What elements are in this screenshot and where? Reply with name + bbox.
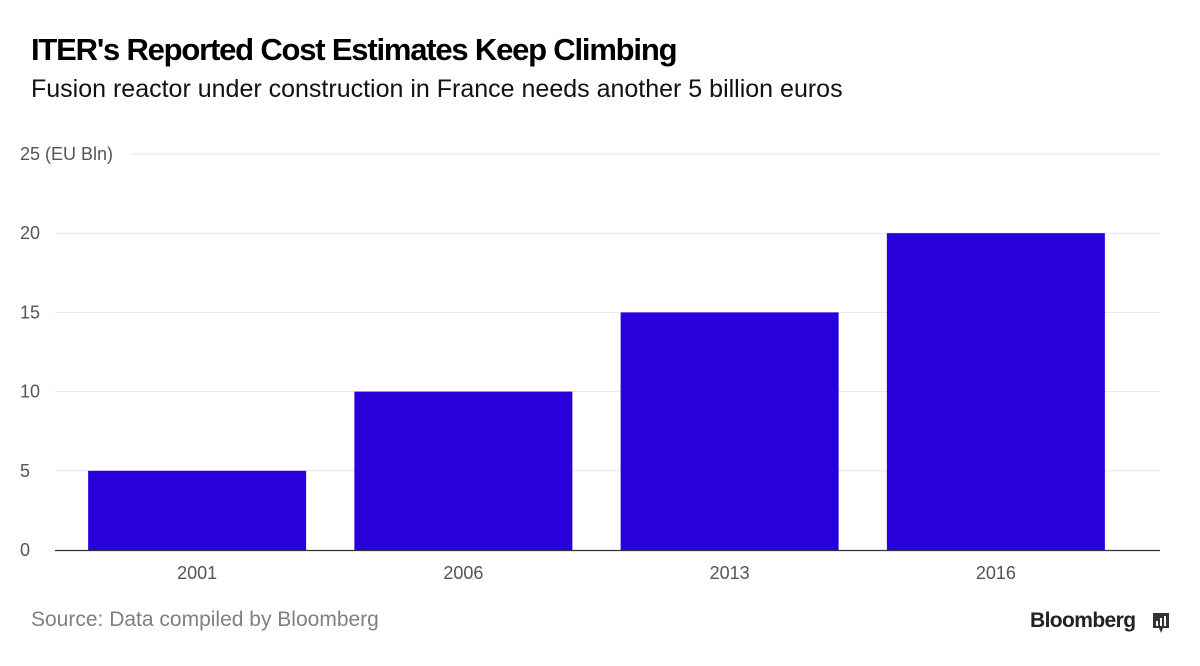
- x-tick-label: 2006: [443, 563, 483, 583]
- chart-subtitle: Fusion reactor under construction in Fra…: [31, 75, 843, 103]
- y-tick-label: 0: [20, 540, 30, 560]
- bar-2013: [620, 312, 839, 550]
- x-tick-label: 2016: [976, 563, 1016, 583]
- y-tick-label: 5: [20, 461, 30, 481]
- bloomberg-chart-icon: [1153, 613, 1169, 633]
- y-tick-label: 25 (EU Bln): [20, 144, 113, 164]
- tick-labels: 0 5 10 15 20 25 (EU Bln) 2001 2006 2013 2016: [20, 144, 1016, 583]
- bloomberg-logo: Bloomberg: [1030, 609, 1136, 632]
- source-note: Source: Data compiled by Bloomberg: [31, 608, 379, 631]
- bar-2006: [354, 391, 573, 550]
- chart-title: ITER's Reported Cost Estimates Keep Clim…: [31, 32, 678, 67]
- y-tick-label: 10: [20, 382, 40, 402]
- bars: [88, 233, 1105, 550]
- x-tick-label: 2001: [177, 563, 217, 583]
- bar-2016: [886, 233, 1105, 550]
- x-tick-label: 2013: [710, 563, 750, 583]
- y-tick-label: 15: [20, 302, 40, 322]
- bar-2001: [88, 470, 307, 550]
- y-tick-label: 20: [20, 223, 40, 243]
